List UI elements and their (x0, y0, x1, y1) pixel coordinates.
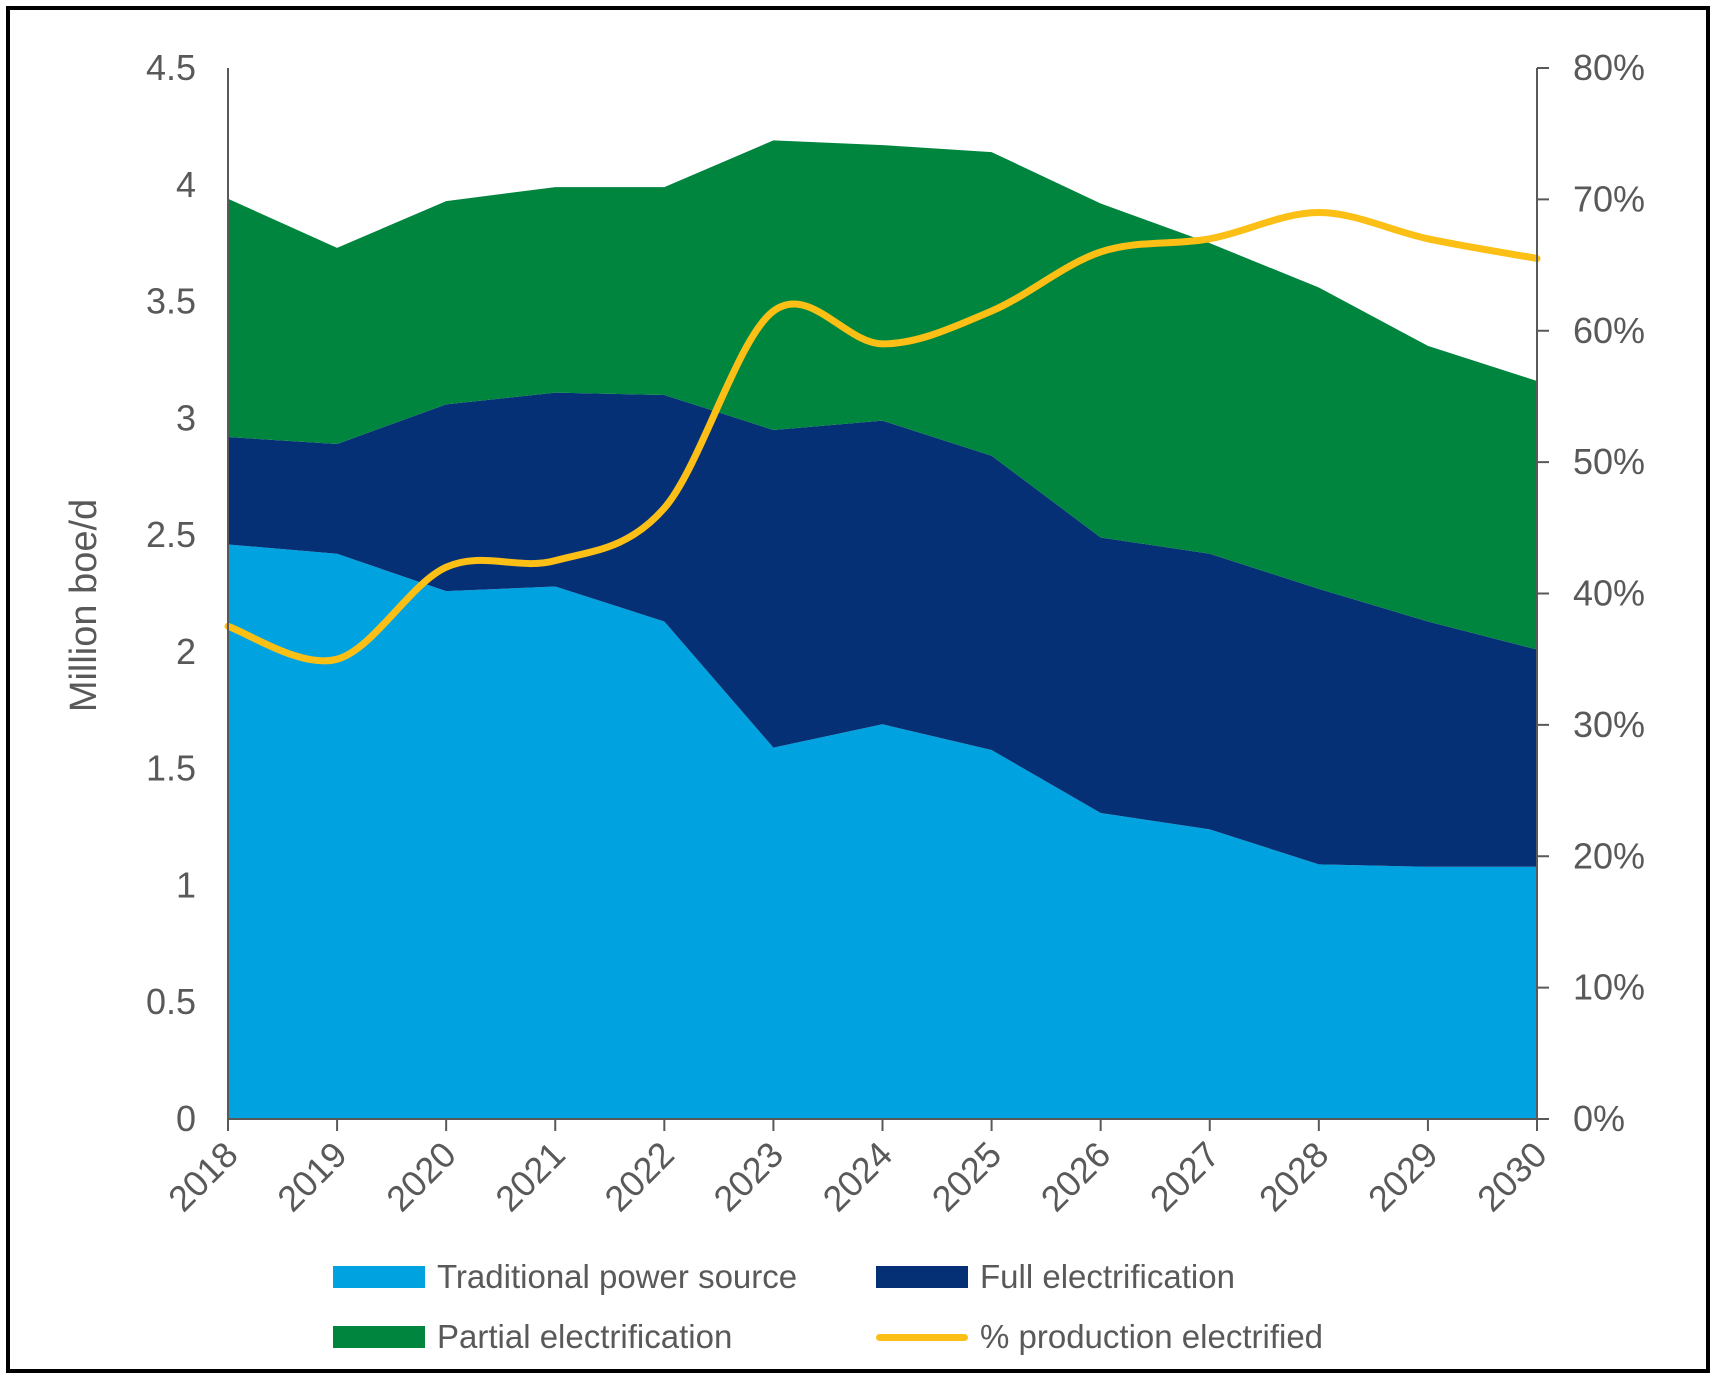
x-tick-label: 2029 (1360, 1134, 1446, 1220)
x-tick-label: 2020 (378, 1134, 464, 1220)
area-layer (228, 140, 1537, 1119)
legend-label-full: Full electrification (980, 1258, 1235, 1295)
legend-swatch-partial (333, 1326, 425, 1348)
y-left-tick-label: 1 (176, 864, 196, 905)
y-left-tick-label: 0 (176, 1098, 196, 1139)
x-tick-label: 2025 (924, 1134, 1010, 1220)
legend-item-full[interactable]: Full electrification (876, 1258, 1235, 1296)
y-right-tick-label: 70% (1573, 178, 1645, 219)
y-right-tick-label: 50% (1573, 441, 1645, 482)
y-left-tick-label: 0.5 (146, 981, 196, 1022)
y-right-tick-label: 60% (1573, 310, 1645, 351)
legend-swatch-traditional (333, 1266, 425, 1288)
legend-item-traditional[interactable]: Traditional power source (333, 1258, 797, 1296)
line-pct-production-electrified (224, 209, 1541, 665)
line-layer (224, 209, 1541, 665)
legend-label-pct: % production electrified (980, 1318, 1324, 1355)
y-left-tick-label: 3.5 (146, 281, 196, 322)
y-left-tick-label: 4.5 (146, 47, 196, 88)
y-left-tick-label: 1.5 (146, 748, 196, 789)
legend-item-pct[interactable]: % production electrified (876, 1318, 1323, 1356)
x-tick-label: 2030 (1469, 1134, 1555, 1220)
area-partial-electrification (228, 140, 1537, 650)
area-traditional-power-source (228, 544, 1537, 1119)
y-axis-title-left: Million boe/d (63, 499, 105, 712)
y-right-tick-label: 40% (1573, 573, 1645, 614)
area-full-electrification (228, 392, 1537, 867)
y-left-tick-label: 2 (176, 631, 196, 672)
legend-label-partial: Partial electrification (437, 1318, 733, 1355)
x-tick-label: 2024 (815, 1134, 901, 1220)
y-right-tick-label: 0% (1573, 1098, 1625, 1139)
x-tick-label: 2019 (269, 1134, 355, 1220)
y-left-tick-label: 4 (176, 164, 196, 205)
y-right-tick-label: 20% (1573, 835, 1645, 876)
legend-swatch-full (876, 1266, 968, 1288)
x-tick-label: 2028 (1251, 1134, 1337, 1220)
x-tick-label: 2026 (1033, 1134, 1119, 1220)
legend-item-partial[interactable]: Partial electrification (333, 1318, 732, 1356)
y-right-tick-label: 30% (1573, 704, 1645, 745)
x-tick-label: 2027 (1142, 1134, 1228, 1220)
x-tick-label: 2021 (487, 1134, 573, 1220)
y-left-tick-label: 3 (176, 397, 196, 438)
x-tick-label: 2022 (596, 1134, 682, 1220)
y-right-tick-label: 80% (1573, 47, 1645, 88)
y-right-tick-label: 10% (1573, 967, 1645, 1008)
legend-line-pct (876, 1333, 968, 1341)
legend-label-traditional: Traditional power source (437, 1258, 798, 1295)
x-tick-label: 2023 (705, 1134, 791, 1220)
y-left-tick-label: 2.5 (146, 514, 196, 555)
x-tick-label: 2018 (160, 1134, 246, 1220)
